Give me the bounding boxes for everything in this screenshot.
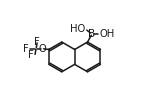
Text: O: O [39,44,46,54]
Text: HO: HO [70,24,85,34]
Text: B: B [88,29,96,39]
Text: OH: OH [99,29,114,39]
Text: F: F [23,44,29,54]
Text: F: F [28,50,34,60]
Text: F: F [34,37,40,47]
